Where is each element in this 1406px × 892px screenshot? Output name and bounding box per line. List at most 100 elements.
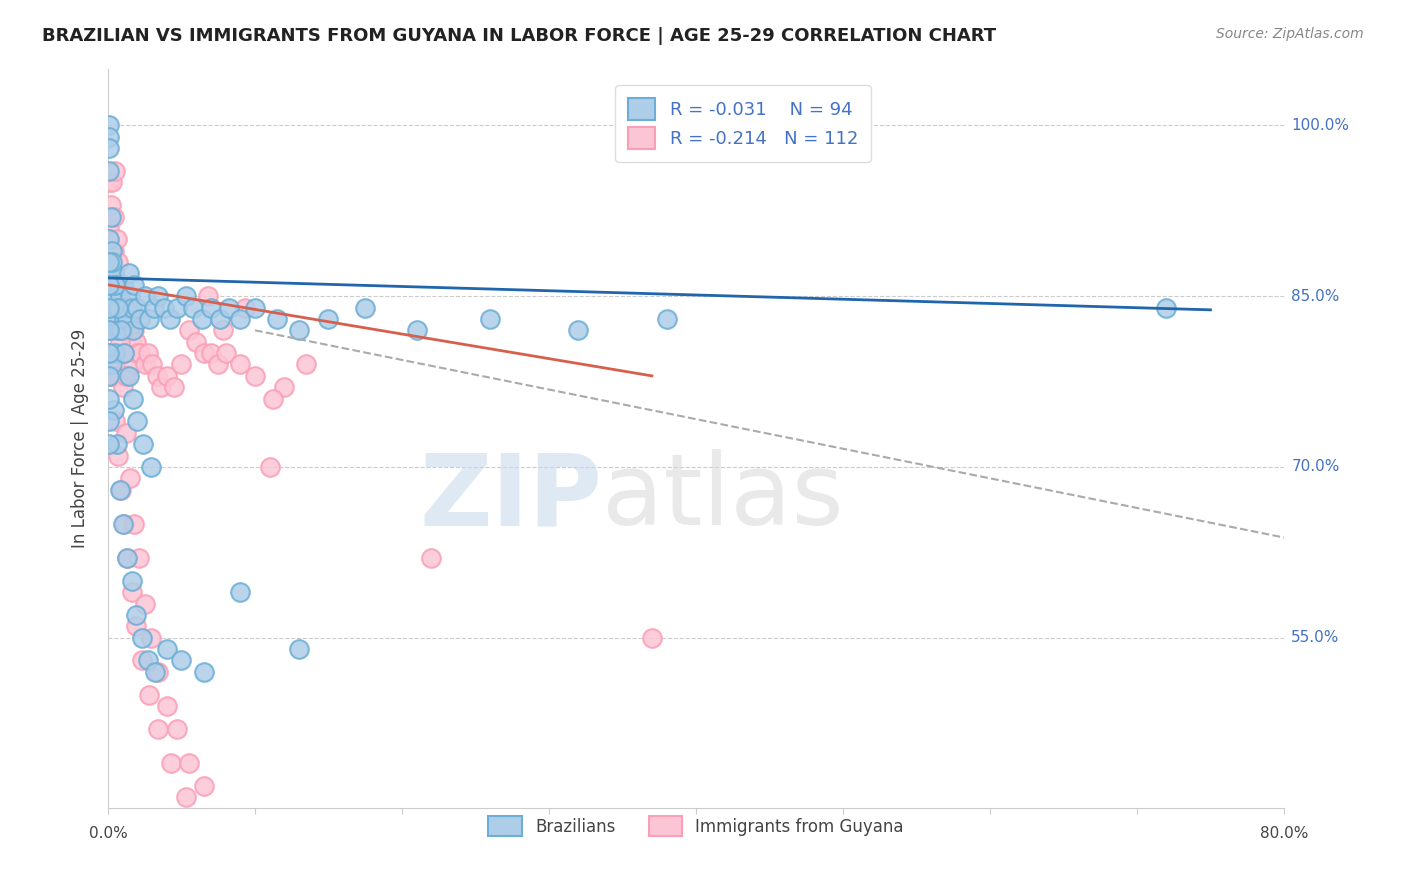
Point [101, 289, 124, 303]
Point [98, 175, 121, 189]
Point [112, 323, 135, 337]
Point [146, 722, 169, 736]
Y-axis label: In Labor Force | Age 25-29: In Labor Force | Age 25-29 [72, 329, 89, 548]
Text: Source: ZipAtlas.com: Source: ZipAtlas.com [1216, 27, 1364, 41]
Point [125, 607, 148, 622]
Point [259, 459, 281, 474]
Point [101, 368, 124, 383]
Point [103, 368, 125, 383]
Text: BRAZILIAN VS IMMIGRANTS FROM GUYANA IN LABOR FORCE | AGE 25-29 CORRELATION CHART: BRAZILIAN VS IMMIGRANTS FROM GUYANA IN L… [42, 27, 997, 45]
Point [105, 301, 128, 315]
Point [105, 289, 128, 303]
Point [153, 301, 176, 315]
Point [118, 471, 141, 485]
Point [200, 346, 222, 360]
Point [98, 368, 121, 383]
Point [98, 392, 121, 406]
Point [124, 323, 146, 337]
Point [98, 232, 121, 246]
Point [214, 346, 236, 360]
Point [104, 164, 127, 178]
Point [288, 642, 311, 657]
Point [110, 323, 132, 337]
Point [197, 289, 219, 303]
Point [200, 301, 222, 315]
Point [100, 323, 122, 337]
Point [105, 346, 128, 360]
Point [193, 346, 215, 360]
Point [107, 449, 129, 463]
Point [146, 665, 169, 679]
Point [104, 277, 127, 292]
Point [266, 312, 288, 326]
Point [100, 301, 122, 315]
Point [262, 392, 284, 406]
Point [160, 756, 183, 770]
Point [98, 141, 121, 155]
Point [104, 301, 127, 315]
Point [98, 312, 121, 326]
Point [114, 312, 136, 326]
Point [139, 459, 162, 474]
Point [567, 323, 589, 337]
Point [121, 574, 143, 588]
Text: 55.0%: 55.0% [1291, 630, 1340, 645]
Point [104, 346, 127, 360]
Point [104, 277, 127, 292]
Point [128, 551, 150, 566]
Point [218, 301, 240, 315]
Point [108, 289, 131, 303]
Text: 0.0%: 0.0% [89, 825, 128, 840]
Point [229, 585, 252, 599]
Point [156, 368, 179, 383]
Point [100, 255, 122, 269]
Point [134, 289, 156, 303]
Point [156, 698, 179, 713]
Point [177, 323, 200, 337]
Point [177, 756, 200, 770]
Point [129, 346, 152, 360]
Point [101, 289, 124, 303]
Point [111, 516, 134, 531]
Text: 70.0%: 70.0% [1291, 459, 1340, 475]
Point [100, 277, 122, 292]
Point [101, 175, 124, 189]
Point [104, 414, 127, 428]
Point [243, 368, 266, 383]
Point [100, 323, 122, 337]
Point [193, 779, 215, 793]
Point [121, 301, 143, 315]
Point [98, 164, 121, 178]
Point [127, 346, 149, 360]
Point [108, 277, 131, 292]
Point [100, 312, 122, 326]
Point [103, 312, 125, 326]
Point [405, 323, 427, 337]
Point [121, 334, 143, 349]
Point [121, 585, 143, 599]
Point [98, 346, 121, 360]
Point [170, 653, 193, 667]
Point [100, 198, 122, 212]
Point [127, 301, 149, 315]
Point [100, 323, 122, 337]
Point [108, 334, 131, 349]
Point [159, 312, 181, 326]
Point [229, 312, 252, 326]
Point [111, 323, 134, 337]
Point [101, 358, 124, 372]
Point [111, 380, 134, 394]
Point [641, 631, 664, 645]
Point [100, 210, 122, 224]
Point [181, 301, 204, 315]
Point [131, 653, 153, 667]
Point [114, 368, 136, 383]
Point [112, 516, 135, 531]
Point [117, 267, 139, 281]
Point [170, 358, 193, 372]
Point [243, 301, 266, 315]
Point [143, 665, 166, 679]
Point [288, 323, 311, 337]
Point [136, 653, 159, 667]
Point [318, 312, 340, 326]
